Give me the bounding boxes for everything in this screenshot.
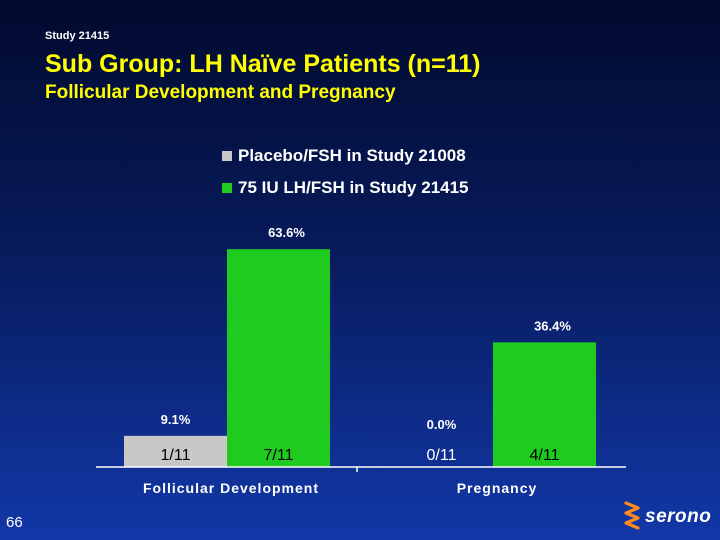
value-label-placebo-0: 9.1% bbox=[161, 412, 191, 427]
category-label-1: Pregnancy bbox=[457, 480, 538, 496]
legend-label-placebo: Placebo/FSH in Study 21008 bbox=[238, 146, 466, 165]
legend-item-lh: 75 IU LH/FSH in Study 21415 bbox=[222, 172, 469, 204]
chart-legend: Placebo/FSH in Study 21008 75 IU LH/FSH … bbox=[222, 140, 469, 204]
value-label-lh-0: 63.6% bbox=[268, 225, 305, 240]
legend-swatch-placebo bbox=[222, 151, 232, 161]
category-label-0: Follicular Development bbox=[143, 480, 319, 496]
value-label-lh-1: 36.4% bbox=[534, 318, 571, 333]
legend-swatch-lh bbox=[222, 183, 232, 193]
serono-logo-icon bbox=[624, 501, 640, 530]
bar-lh-0 bbox=[227, 249, 330, 467]
slide-title: Sub Group: LH Naïve Patients (n=11) bbox=[45, 50, 481, 78]
legend-label-lh: 75 IU LH/FSH in Study 21415 bbox=[238, 178, 469, 197]
serono-logo-text: serono bbox=[645, 506, 712, 527]
bar-placebo-0 bbox=[124, 435, 227, 467]
legend-item-placebo: Placebo/FSH in Study 21008 bbox=[222, 140, 469, 172]
bar-lh-1 bbox=[493, 342, 596, 467]
serono-logo: serono bbox=[622, 500, 711, 534]
slide-subtitle: Follicular Development and Pregnancy bbox=[45, 82, 396, 103]
page-number: 66 bbox=[6, 514, 23, 531]
count-label-placebo-1: 0/11 bbox=[427, 447, 457, 464]
count-label-placebo-0: 1/11 bbox=[161, 447, 191, 464]
count-label-lh-1: 4/11 bbox=[530, 447, 560, 464]
value-label-placebo-1: 0.0% bbox=[427, 417, 457, 432]
count-label-lh-0: 7/11 bbox=[264, 447, 294, 464]
study-label: Study 21415 bbox=[45, 30, 110, 42]
